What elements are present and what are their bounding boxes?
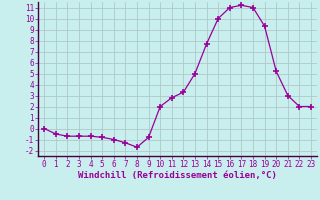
X-axis label: Windchill (Refroidissement éolien,°C): Windchill (Refroidissement éolien,°C)	[78, 171, 277, 180]
